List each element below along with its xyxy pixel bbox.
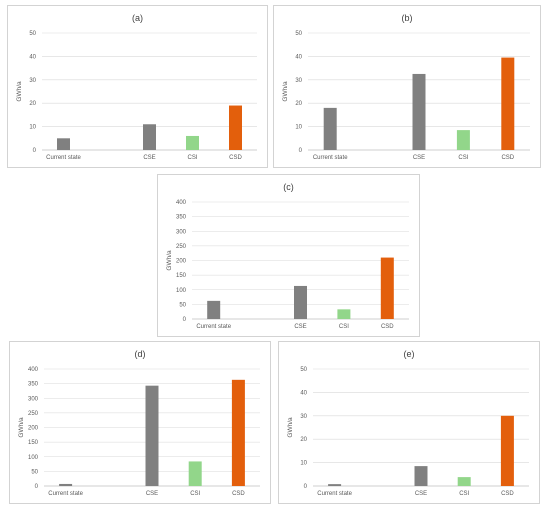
y-axis-label: GWh/a	[287, 417, 294, 438]
y-tick-label: 40	[300, 390, 307, 396]
x-tick-label: Current state	[48, 491, 83, 497]
chart-svg: (e) GWh/a 0 10 20 30 40 50 Current state CSE CSI CS…	[287, 349, 529, 497]
bar	[380, 257, 394, 319]
x-tick-label: CSE	[413, 155, 425, 161]
y-tick-label: 200	[176, 259, 187, 265]
y-tick-label: 50	[179, 302, 186, 308]
chart-svg: (c) GWh/a 0 50 100 150 200 250 300 350 400 Current …	[166, 182, 409, 330]
bar	[143, 124, 156, 150]
x-tick-label: CSI	[459, 491, 469, 497]
y-axis-label: GWh/a	[166, 250, 173, 271]
x-tick-label: CSD	[232, 491, 245, 497]
chart-svg: (a) GWh/a 0 10 20 30 40 50 Current state CSE CSI CS…	[16, 13, 257, 161]
bar	[229, 105, 242, 150]
y-tick-label: 350	[28, 382, 39, 388]
chart-title: (e)	[404, 349, 415, 359]
bar	[501, 57, 515, 150]
y-tick-label: 200	[28, 426, 39, 432]
x-tick-label: CSI	[339, 324, 349, 330]
y-tick-label: 20	[29, 101, 36, 107]
y-tick-label: 100	[28, 455, 39, 461]
x-tick-label: CSE	[143, 155, 155, 161]
y-tick-label: 10	[300, 461, 307, 467]
bar	[57, 138, 70, 150]
y-tick-label: 30	[29, 78, 36, 84]
bar	[328, 484, 342, 486]
y-tick-label: 30	[295, 78, 302, 84]
bar	[412, 73, 426, 150]
chart-panel-c: (c) GWh/a 0 50 100 150 200 250 300 350 400 Current …	[157, 174, 420, 337]
chart-title: (d)	[135, 349, 146, 359]
chart-svg: (d) GWh/a 0 50 100 150 200 250 300 350 400 Current …	[18, 349, 260, 497]
y-tick-label: 40	[295, 54, 302, 60]
y-tick-label: 400	[176, 200, 187, 206]
y-tick-label: 0	[299, 148, 303, 154]
chart-svg: (b) GWh/a 0 10 20 30 40 50 Current state CSE CSI CS…	[282, 13, 530, 161]
x-tick-label: Current state	[196, 324, 231, 330]
chart-title: (a)	[132, 13, 143, 23]
x-tick-label: Current state	[313, 155, 348, 161]
x-tick-label: CSD	[381, 324, 394, 330]
y-tick-label: 50	[29, 31, 36, 37]
y-tick-label: 20	[300, 437, 307, 443]
y-tick-label: 350	[176, 215, 187, 221]
x-tick-label: CSI	[458, 155, 468, 161]
y-tick-label: 300	[176, 229, 187, 235]
bar	[457, 477, 471, 486]
x-tick-label: CSE	[415, 491, 427, 497]
x-tick-label: CSE	[146, 491, 158, 497]
y-tick-label: 100	[176, 288, 187, 294]
chart-panel-a: (a) GWh/a 0 10 20 30 40 50 Current state CSE CSI CS…	[7, 5, 268, 168]
chart-panel-b: (b) GWh/a 0 10 20 30 40 50 Current state CSE CSI CS…	[273, 5, 541, 168]
y-axis-label: GWh/a	[282, 81, 289, 102]
bar	[145, 385, 159, 486]
y-tick-label: 0	[304, 484, 308, 490]
x-tick-label: CSI	[190, 491, 200, 497]
y-tick-label: 150	[176, 273, 187, 279]
y-tick-label: 50	[31, 469, 38, 475]
chart-panel-d: (d) GWh/a 0 50 100 150 200 250 300 350 400 Current …	[9, 341, 271, 504]
bar	[188, 461, 202, 486]
x-tick-label: CSD	[501, 491, 514, 497]
x-tick-label: CSD	[501, 155, 514, 161]
chart-panel-e: (e) GWh/a 0 10 20 30 40 50 Current state CSE CSI CS…	[278, 341, 540, 504]
y-tick-label: 10	[295, 125, 302, 131]
y-tick-label: 250	[176, 244, 187, 250]
chart-title: (c)	[283, 182, 294, 192]
y-tick-label: 50	[295, 31, 302, 37]
y-tick-label: 400	[28, 367, 39, 373]
y-tick-label: 300	[28, 396, 39, 402]
chart-title: (b)	[402, 13, 413, 23]
y-tick-label: 30	[300, 414, 307, 420]
bar	[294, 285, 307, 319]
y-axis-label: GWh/a	[16, 81, 23, 102]
x-tick-label: Current state	[46, 155, 81, 161]
y-axis-label: GWh/a	[18, 417, 25, 438]
y-tick-label: 0	[183, 317, 187, 323]
bar	[231, 379, 245, 486]
x-tick-label: CSI	[187, 155, 197, 161]
y-tick-label: 40	[29, 54, 36, 60]
bar	[207, 300, 221, 319]
y-tick-label: 0	[33, 148, 37, 154]
bar	[323, 107, 337, 150]
x-tick-label: CSE	[294, 324, 306, 330]
bar	[456, 130, 470, 150]
x-tick-label: CSD	[229, 155, 242, 161]
bar	[59, 483, 73, 486]
bar	[500, 415, 514, 486]
y-tick-label: 0	[35, 484, 39, 490]
y-tick-label: 50	[300, 367, 307, 373]
bar	[337, 309, 351, 319]
bar	[186, 135, 199, 150]
y-tick-label: 20	[295, 101, 302, 107]
y-tick-label: 10	[29, 125, 36, 131]
y-tick-label: 150	[28, 440, 39, 446]
bar	[414, 466, 428, 486]
y-tick-label: 250	[28, 411, 39, 417]
x-tick-label: Current state	[317, 491, 352, 497]
